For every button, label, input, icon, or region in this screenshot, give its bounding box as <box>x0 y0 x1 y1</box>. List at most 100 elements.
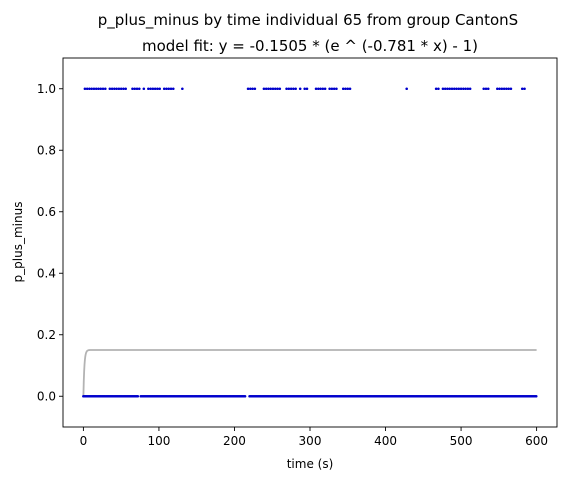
data-point <box>246 87 250 91</box>
data-point <box>289 87 293 91</box>
data-point <box>147 87 150 91</box>
data-point <box>507 87 510 91</box>
data-point <box>303 87 307 91</box>
data-point <box>332 87 336 91</box>
data-point <box>292 87 295 91</box>
data-point <box>314 87 318 91</box>
data-point <box>321 87 325 91</box>
data-point <box>273 87 277 91</box>
data-point <box>83 87 87 91</box>
data-point <box>149 87 152 91</box>
data-point <box>330 87 334 91</box>
plot-area <box>82 87 538 398</box>
data-point <box>434 87 438 91</box>
y-tick-label: 0.6 <box>37 205 56 219</box>
data-point <box>405 87 408 91</box>
data-point <box>346 87 350 91</box>
data-point <box>323 87 327 91</box>
data-point <box>122 87 125 91</box>
data-point <box>496 87 499 91</box>
data-point <box>162 87 166 91</box>
data-point <box>156 87 159 91</box>
x-tick-label: 600 <box>525 434 548 448</box>
data-point <box>135 87 139 91</box>
data-point <box>151 87 155 91</box>
y-tick-label: 0.4 <box>37 266 56 280</box>
data-point <box>523 87 526 91</box>
model-fit-line <box>82 349 537 397</box>
chart-subtitle: model fit: y = -0.1505 * (e ^ (-0.781 * … <box>142 37 478 55</box>
data-point <box>443 87 447 91</box>
data-point <box>457 87 461 91</box>
data-point <box>437 87 440 91</box>
data-point <box>137 87 141 91</box>
data-point <box>466 87 470 91</box>
data-point <box>317 87 320 91</box>
data-point <box>94 87 98 91</box>
y-tick-label: 1.0 <box>37 82 56 96</box>
data-point <box>181 87 184 91</box>
data-point <box>124 87 127 91</box>
data-point <box>505 87 508 91</box>
data-point <box>486 87 490 91</box>
data-point <box>498 87 501 91</box>
data-point <box>278 87 282 91</box>
data-point <box>335 87 338 91</box>
data-point <box>285 87 288 91</box>
data-point <box>269 87 273 91</box>
data-point <box>253 87 257 91</box>
data-point <box>85 87 89 91</box>
x-axis-label: time (s) <box>287 457 334 471</box>
data-point <box>502 87 506 91</box>
data-point <box>462 87 465 91</box>
data-point <box>448 87 452 91</box>
data-point <box>88 87 91 91</box>
data-point <box>264 87 268 91</box>
data-point <box>251 87 254 91</box>
data-point <box>298 87 302 91</box>
data-point <box>108 87 112 91</box>
data-point <box>101 87 105 91</box>
x-tick-label: 500 <box>450 434 473 448</box>
data-point <box>294 87 297 91</box>
data-point <box>119 87 123 91</box>
data-point <box>97 87 100 91</box>
x-tick-label: 200 <box>223 434 246 448</box>
data-point <box>450 87 454 91</box>
data-point <box>262 87 266 91</box>
data-point <box>110 87 114 91</box>
data-point <box>446 87 449 91</box>
data-point <box>509 87 513 91</box>
data-point <box>341 87 345 91</box>
data-point <box>153 87 157 91</box>
data-point <box>464 87 467 91</box>
data-point <box>142 87 146 91</box>
data-point <box>115 87 118 91</box>
y-tick-label: 0.0 <box>37 389 56 403</box>
data-point <box>276 87 279 91</box>
y-axis-label: p_plus_minus <box>11 202 25 283</box>
data-point <box>158 87 161 91</box>
data-point <box>328 87 331 91</box>
data-point <box>267 87 270 91</box>
data-point <box>136 394 140 398</box>
data-point <box>167 87 171 91</box>
data-point <box>452 87 456 91</box>
data-point <box>90 87 93 91</box>
data-point <box>534 394 538 398</box>
data-point <box>459 87 463 91</box>
data-point <box>319 87 322 91</box>
y-axis: 0.0 0.2 0.4 0.6 0.8 1.0 <box>37 82 63 403</box>
data-point <box>287 87 291 91</box>
data-point <box>455 87 458 91</box>
data-point <box>441 87 445 91</box>
y-tick-label: 0.8 <box>37 143 56 157</box>
data-point <box>99 87 103 91</box>
data-point <box>104 87 107 91</box>
x-tick-label: 0 <box>80 434 88 448</box>
data-point <box>117 87 121 91</box>
x-tick-label: 300 <box>299 434 322 448</box>
data-point <box>165 87 168 91</box>
